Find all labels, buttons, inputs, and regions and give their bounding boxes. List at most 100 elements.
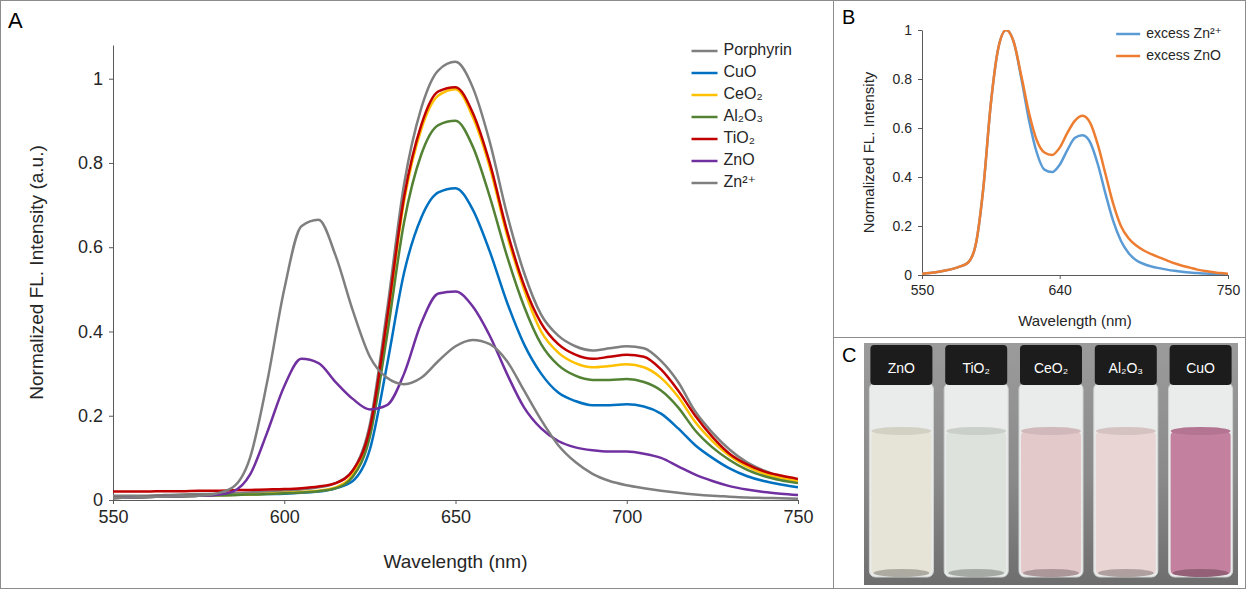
vial-liquid (871, 431, 931, 575)
y-axis: 0 0.2 0.4 0.6 0.8 1 (893, 22, 923, 283)
x-tick: 700 (612, 500, 642, 527)
y-tick-mark (109, 79, 113, 80)
vial-label: CeO₂ (1034, 360, 1068, 376)
vial-meniscus (946, 427, 1006, 435)
vial-cap (1020, 345, 1082, 385)
x-tick-label: 640 (1049, 282, 1073, 298)
series-line (113, 291, 798, 497)
vial-liquid (1096, 431, 1156, 575)
legend-swatch (692, 94, 718, 97)
x-tick-mark (284, 500, 285, 504)
series-line (113, 188, 798, 498)
figure: A55060065070075000.20.40.60.81Wavelength… (0, 0, 1246, 589)
vial-liquid (1021, 431, 1081, 575)
x-tick-mark (113, 500, 114, 504)
legend-label: Al₂O₃ (724, 107, 763, 124)
legend-entry: excess Zn²⁺ (1116, 25, 1222, 41)
y-tick-label: 1 (93, 69, 103, 89)
legend-swatch (692, 182, 718, 185)
y-axis-line (922, 31, 923, 276)
x-tick: 640 (1049, 275, 1073, 298)
x-tick-label: 550 (911, 282, 935, 298)
vial-meniscus (1021, 427, 1081, 435)
y-tick-mark (918, 275, 922, 276)
x-tick-mark (1228, 275, 1229, 279)
x-tick-label: 600 (270, 507, 300, 527)
y-tick: 0.6 (78, 237, 113, 257)
series-line (113, 121, 798, 498)
y-tick-mark (109, 500, 113, 501)
y-tick: 0.2 (893, 218, 922, 234)
legend-label: excess ZnO (1146, 47, 1221, 63)
y-tick-label: 0.8 (78, 153, 103, 173)
legend-swatch (1116, 33, 1140, 36)
y-tick-mark (918, 128, 922, 129)
legend-entry: Al₂O₃ (692, 107, 763, 124)
panel-label: B (842, 6, 855, 28)
y-tick-label: 0.2 (893, 218, 913, 234)
vial-label: CuO (1186, 360, 1215, 376)
vial-sediment (873, 569, 929, 577)
legend-label: CeO₂ (724, 85, 763, 102)
y-tick-label: 0 (904, 267, 912, 283)
y-tick: 0.8 (78, 153, 113, 173)
legend-label: ZnO (724, 151, 755, 168)
y-tick-label: 0.8 (893, 71, 913, 87)
vial-glass (869, 383, 933, 577)
x-tick-label: 750 (783, 507, 813, 527)
panel-divider (833, 0, 834, 589)
y-tick-label: 1 (904, 22, 912, 38)
y-tick: 0 (904, 267, 922, 283)
legend-entry: Zn²⁺ (692, 173, 756, 190)
y-tick-mark (109, 331, 113, 332)
vial: CuO (1169, 345, 1233, 577)
vial-meniscus (1096, 427, 1156, 435)
y-tick: 1 (93, 69, 113, 89)
vial-meniscus (871, 427, 931, 435)
series-line (113, 89, 798, 498)
y-tick-label: 0.4 (893, 169, 913, 185)
vial: Al₂O₃ (1094, 345, 1158, 577)
photo-panel: CZnOTiO₂CeO₂Al₂O₃CuO (842, 343, 1238, 585)
vial-glass (1094, 383, 1158, 577)
x-tick-label: 650 (441, 507, 471, 527)
x-tick: 600 (270, 500, 300, 527)
y-axis: 0 0.2 0.4 0.6 0.8 1 (78, 46, 114, 511)
y-tick: 0.6 (893, 120, 922, 136)
y-tick-mark (109, 416, 113, 417)
x-axis-title: Wavelength (nm) (384, 551, 528, 572)
y-tick-label: 0.6 (893, 120, 913, 136)
vial: TiO₂ (944, 345, 1008, 577)
y-tick-mark (918, 30, 922, 31)
x-axis: 550640750 (911, 275, 1241, 298)
legend-swatch (692, 160, 718, 163)
panel-1: B55064075000.20.40.60.81Wavelength (nm)N… (842, 6, 1240, 329)
y-tick-label: 0 (93, 490, 103, 510)
legend-swatch (692, 138, 718, 141)
x-axis-title: Wavelength (nm) (1018, 312, 1132, 329)
y-tick-label: 0.6 (78, 237, 103, 257)
vial-meniscus (1171, 427, 1231, 435)
legend-entry: CuO (692, 63, 757, 80)
vial-label: TiO₂ (962, 360, 989, 376)
vial-sediment (1098, 569, 1154, 577)
x-tick-mark (1060, 275, 1061, 279)
series-line (922, 30, 1228, 274)
legend-entry: CeO₂ (692, 85, 763, 102)
figure-frame (1, 1, 1246, 589)
vial-liquid (1171, 431, 1231, 575)
vial-cap (1095, 345, 1157, 385)
vial-liquid (946, 431, 1006, 575)
legend-entry: Porphyrin (692, 41, 792, 58)
y-tick-mark (918, 79, 922, 80)
x-tick: 650 (441, 500, 471, 527)
legend-swatch (692, 50, 718, 53)
y-tick-mark (109, 163, 113, 164)
y-tick-label: 0.2 (78, 406, 103, 426)
x-axis-line (923, 275, 1229, 276)
y-tick: 0 (93, 490, 113, 510)
vial-cap (945, 345, 1007, 385)
y-tick-mark (918, 177, 922, 178)
vial: ZnO (869, 345, 933, 577)
y-tick: 0.4 (78, 322, 113, 342)
